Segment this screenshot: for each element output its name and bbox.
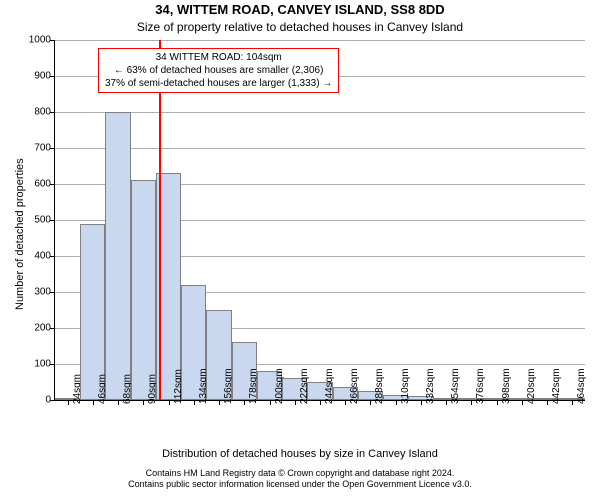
y-tick-label: 900	[34, 71, 55, 82]
x-tick	[68, 400, 69, 405]
x-tick	[572, 400, 573, 405]
annotation-line: 34 WITTEM ROAD: 104sqm	[105, 51, 332, 64]
y-tick-label: 100	[34, 359, 55, 370]
footer-attribution: Contains HM Land Registry data © Crown c…	[0, 468, 600, 491]
x-tick	[320, 400, 321, 405]
y-tick-label: 1000	[29, 35, 55, 46]
y-axis-label: Number of detached properties	[14, 158, 26, 310]
x-tick	[522, 400, 523, 405]
x-tick	[547, 400, 548, 405]
y-tick-label: 300	[34, 287, 55, 298]
y-tick-label: 600	[34, 179, 55, 190]
x-tick	[345, 400, 346, 405]
histogram-bar	[105, 112, 130, 400]
y-tick-label: 400	[34, 251, 55, 262]
page-subtitle: Size of property relative to detached ho…	[0, 20, 600, 34]
x-tick	[421, 400, 422, 405]
x-tick	[270, 400, 271, 405]
y-tick-label: 700	[34, 143, 55, 154]
histogram-bar	[131, 180, 156, 400]
x-tick	[169, 400, 170, 405]
y-tick-label: 800	[34, 107, 55, 118]
gridline	[55, 40, 585, 41]
marker-line	[159, 40, 161, 400]
footer-line: Contains public sector information licen…	[0, 479, 600, 490]
x-tick	[396, 400, 397, 405]
y-tick-label: 0	[45, 395, 55, 406]
footer-line: Contains HM Land Registry data © Crown c…	[0, 468, 600, 479]
page-title: 34, WITTEM ROAD, CANVEY ISLAND, SS8 8DD	[0, 2, 600, 17]
x-tick	[471, 400, 472, 405]
chart-plot-area: 0100200300400500600700800900100024sqm46s…	[55, 40, 585, 400]
x-tick	[295, 400, 296, 405]
x-tick	[93, 400, 94, 405]
y-tick-label: 500	[34, 215, 55, 226]
x-tick	[370, 400, 371, 405]
y-tick-label: 200	[34, 323, 55, 334]
annotation-box: 34 WITTEM ROAD: 104sqm← 63% of detached …	[98, 48, 339, 93]
gridline	[55, 148, 585, 149]
annotation-line: 37% of semi-detached houses are larger (…	[105, 77, 332, 90]
x-tick	[497, 400, 498, 405]
x-tick	[219, 400, 220, 405]
x-tick	[143, 400, 144, 405]
annotation-line: ← 63% of detached houses are smaller (2,…	[105, 64, 332, 77]
x-tick	[244, 400, 245, 405]
gridline	[55, 112, 585, 113]
x-tick	[118, 400, 119, 405]
x-tick-label: 464sqm	[576, 366, 587, 404]
x-tick	[194, 400, 195, 405]
x-tick	[446, 400, 447, 405]
x-axis-label: Distribution of detached houses by size …	[0, 448, 600, 460]
